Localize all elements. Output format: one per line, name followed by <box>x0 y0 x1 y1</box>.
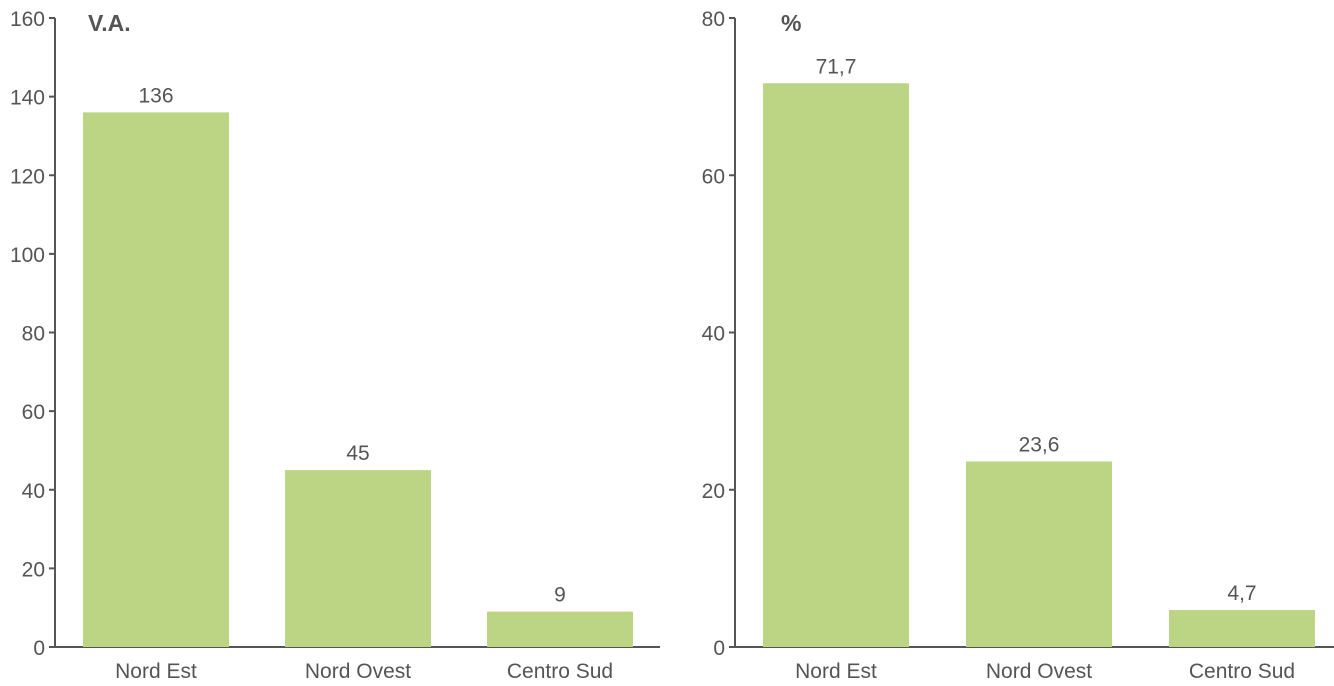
bar <box>1169 610 1315 647</box>
x-category-label: Nord Est <box>115 660 197 681</box>
bar-value-label: 71,7 <box>816 55 857 78</box>
y-tick-label: 80 <box>702 8 725 31</box>
x-category-label: Nord Ovest <box>986 660 1092 681</box>
y-tick-label: 100 <box>10 244 45 267</box>
y-tick-label: 60 <box>22 401 45 424</box>
chart-left-absolute-values: 0 20 40 60 80 100 120 140 160 V.A. 136 Nord Est 45 No… <box>10 8 660 683</box>
unit-label: V.A. <box>88 10 131 36</box>
bar <box>487 611 633 647</box>
bar-value-label: 23,6 <box>1019 433 1060 456</box>
bar-value-label: 4,7 <box>1227 582 1256 605</box>
x-category-label: Centro Sud <box>1189 660 1295 681</box>
bar <box>966 461 1112 647</box>
x-category-label: Nord Est <box>795 660 877 681</box>
chart-right-percentages: 0 20 40 60 80 % 71,7 Nord Est 23,6 Nord Ovest 4,7 C… <box>702 8 1334 683</box>
y-tick-label: 20 <box>22 558 45 581</box>
bar-value-label: 9 <box>554 584 566 607</box>
unit-label: % <box>781 10 801 36</box>
y-tick-label: 140 <box>10 87 45 110</box>
y-tick-label: 20 <box>702 480 725 503</box>
y-tick-label: 80 <box>22 323 45 346</box>
x-category-label: Centro Sud <box>507 660 613 681</box>
y-tick-label: 160 <box>10 8 45 31</box>
bar-value-label: 45 <box>346 442 369 465</box>
bar <box>285 470 431 647</box>
y-tick-label: 0 <box>713 637 725 660</box>
y-tick-label: 120 <box>10 165 45 188</box>
bar-value-label: 136 <box>138 84 173 107</box>
y-tick-label: 0 <box>33 637 45 660</box>
bar <box>83 112 229 648</box>
y-tick-label: 60 <box>702 165 725 188</box>
bar <box>763 83 909 648</box>
y-tick-label: 40 <box>702 323 725 346</box>
x-category-label: Nord Ovest <box>305 660 411 681</box>
y-tick-label: 40 <box>22 480 45 503</box>
